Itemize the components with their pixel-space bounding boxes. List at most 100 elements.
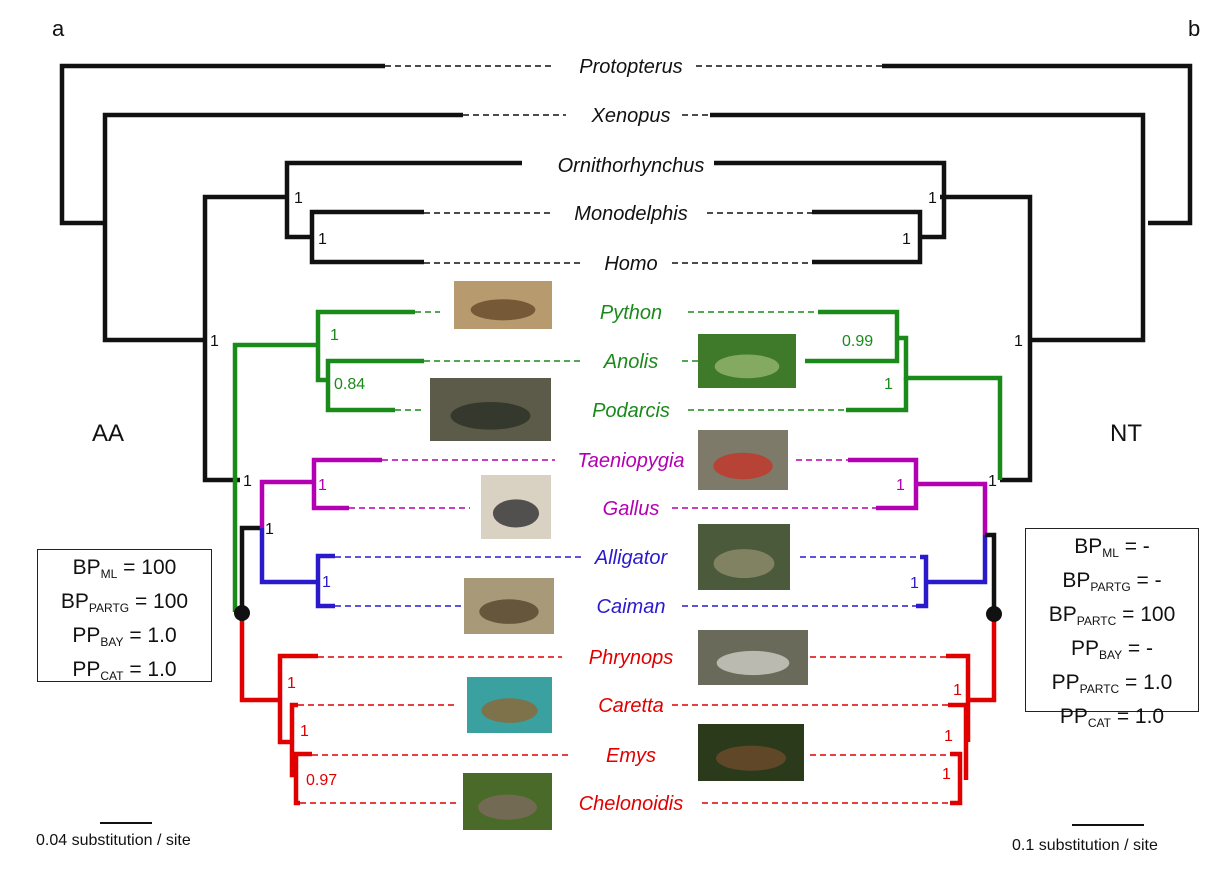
photo-podarcis <box>430 378 551 441</box>
measure-name: PP <box>72 624 101 647</box>
branch-r-emys <box>950 751 963 806</box>
support-right-caretta_emys_chelonoidis: 1 <box>942 766 951 783</box>
support-left-archosaurs: 1 <box>265 521 274 538</box>
support-row: PPCAT = 1.0 <box>38 656 211 690</box>
tree-branches <box>59 63 1193 806</box>
support-row: PPCAT = 1.0 <box>1026 703 1198 737</box>
aa-label: AA <box>92 420 124 447</box>
taxon-labels: Protopterus Xenopus Ornithorhynchus Monodel… <box>558 56 705 815</box>
support-row: BPPARTC = 100 <box>1026 601 1198 635</box>
photo-chelonoidis <box>463 773 552 830</box>
measure-name: BP <box>1048 603 1077 626</box>
taxon-label-homo: Homo <box>604 253 657 275</box>
support-left-amniota: 1 <box>210 333 219 350</box>
branch-l-xenopus <box>102 112 463 343</box>
support-right-amniota: 1 <box>1014 333 1023 350</box>
branch-l-birdscroc <box>259 479 314 528</box>
measure-subscript: CAT <box>1087 716 1111 730</box>
branch-l-mammals <box>284 160 522 240</box>
support-row: PPPARTC = 1.0 <box>1026 669 1198 703</box>
branch-l-phry <box>277 653 318 745</box>
taxon-label-emys: Emys <box>606 745 656 767</box>
support-box-nt: BPML = - BPPARTG = - BPPARTC = 100 PPBAY = … <box>1025 528 1199 730</box>
support-left-archosaurs_turtles: 1 <box>243 473 252 490</box>
support-left-squamates: 1 <box>330 327 339 344</box>
branch-r-root <box>882 63 1193 226</box>
taxon-label-phrynops: Phrynops <box>589 647 674 669</box>
taxon-label-gallus: Gallus <box>603 498 660 520</box>
support-right-archosaurs_turtles: 1 <box>988 473 997 490</box>
measure-value: = - <box>1118 535 1150 558</box>
branch-r-mammals <box>714 160 947 240</box>
measure-subscript: BAY <box>100 635 124 649</box>
measure-value: = 1.0 <box>123 624 177 647</box>
measure-value: = 1.0 <box>1119 671 1173 694</box>
taxon-label-ornithorhynchus: Ornithorhynchus <box>558 155 705 177</box>
support-right-squamates: 1 <box>884 376 893 393</box>
photo-caretta <box>467 677 552 733</box>
measure-subscript: ML <box>100 567 118 581</box>
measure-subscript: PARTG <box>88 601 130 615</box>
measure-name: BP <box>72 556 101 579</box>
measure-subscript: BAY <box>1098 648 1123 662</box>
branch-r-xenopus <box>710 112 1146 343</box>
taxon-label-chelonoidis: Chelonoidis <box>579 793 684 815</box>
measure-value: = 1.0 <box>1110 705 1165 728</box>
branch-r-monohomo <box>812 209 923 265</box>
support-right-turtles: 1 <box>953 682 962 699</box>
photo-taeniopygia <box>698 430 788 490</box>
support-row: BPML = 100 <box>38 554 211 588</box>
branch-l-root <box>59 63 385 226</box>
branch-l-emch <box>293 751 312 806</box>
support-left-birds: 1 <box>318 477 327 494</box>
measure-subscript: PARTC <box>1079 682 1120 696</box>
panel-label-a: a <box>52 16 65 41</box>
support-left-anolis_podarcis: 0.84 <box>334 376 365 393</box>
photo-phrynops <box>698 630 808 685</box>
branch-l-croc <box>315 553 335 609</box>
taxon-label-taeniopygia: Taeniopygia <box>577 450 684 472</box>
support-row: BPPARTG = - <box>1026 567 1198 601</box>
panel-label-b: b <box>1188 16 1200 41</box>
support-box-aa: BPML = 100 BPPARTG = 100 PPBAY = 1.0 PPCAT … <box>37 549 212 683</box>
taxon-label-caretta: Caretta <box>598 695 664 717</box>
root-node-right <box>986 606 1002 622</box>
branch-r-podarcis <box>846 378 909 413</box>
measure-value: = - <box>1122 637 1154 660</box>
scale-label-left: 0.04 substitution / site <box>36 832 191 849</box>
branch-l-archtur <box>239 525 260 612</box>
support-row: BPML = - <box>1026 533 1198 567</box>
support-right-emys_chelonoidis: 1 <box>944 728 953 745</box>
measure-name: BP <box>1062 569 1091 592</box>
support-right-monodelphis_homo: 1 <box>902 231 911 248</box>
specimen-photos <box>430 281 808 830</box>
measure-name: BP <box>60 590 89 613</box>
measure-value: = 100 <box>117 556 177 579</box>
support-left-crocodiles: 1 <box>322 574 331 591</box>
support-left-mammals: 1 <box>294 190 303 207</box>
photo-gallus <box>481 475 551 539</box>
support-row: PPBAY = - <box>1026 635 1198 669</box>
measure-subscript: ML <box>1102 546 1119 560</box>
support-left-turtles: 1 <box>287 675 296 692</box>
taxon-label-monodelphis: Monodelphis <box>574 203 687 225</box>
support-right-mammals: 1 <box>928 190 937 207</box>
scale-label-right: 0.1 substitution / site <box>1012 837 1158 854</box>
photo-emys <box>698 724 804 781</box>
measure-value: = 100 <box>1116 603 1176 626</box>
branch-r-birdsj <box>916 481 988 535</box>
photo-caiman <box>464 578 554 634</box>
measure-name: PP <box>1051 671 1080 694</box>
support-right-crocodiles: 1 <box>910 575 919 592</box>
taxon-label-caiman: Caiman <box>597 596 666 618</box>
branch-l-python <box>315 309 415 383</box>
branch-r-archtur <box>985 532 997 614</box>
branch-l-crocs <box>259 528 318 585</box>
branch-l-squamate <box>232 342 318 612</box>
measure-name: PP <box>1070 637 1099 660</box>
photo-python <box>454 281 552 329</box>
taxon-label-podarcis: Podarcis <box>592 400 670 422</box>
measure-subscript: PARTG <box>1090 580 1131 594</box>
taxon-label-alligator: Alligator <box>594 547 669 569</box>
nt-label: NT <box>1110 420 1142 447</box>
